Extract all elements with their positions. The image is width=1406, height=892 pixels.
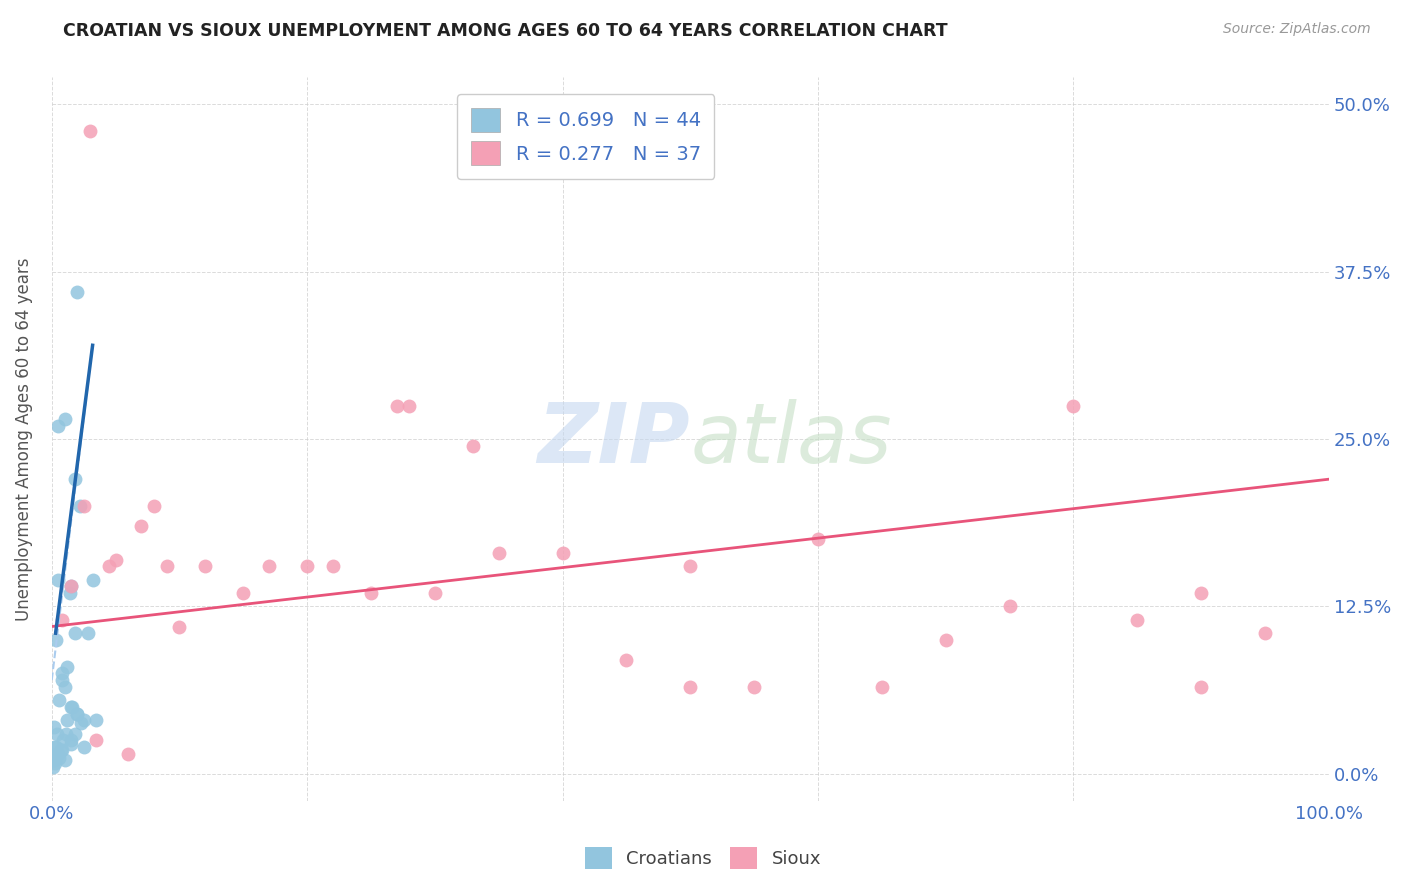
Point: [1126, 613, 1149, 627]
Point: [257, 559, 280, 574]
Point: [46, 573, 69, 587]
Point: [66, 706, 89, 721]
Point: [63, 726, 86, 740]
Point: [51, 673, 73, 687]
Point: [194, 559, 217, 574]
Point: [46, 747, 69, 761]
Y-axis label: Unemployment Among Ages 60 to 64 years: Unemployment Among Ages 60 to 64 years: [15, 257, 32, 621]
Point: [48, 751, 70, 765]
Point: [1189, 680, 1212, 694]
Point: [117, 747, 139, 761]
Point: [53, 754, 76, 768]
Point: [55, 726, 77, 740]
Point: [45, 632, 67, 647]
Point: [169, 619, 191, 633]
Point: [385, 399, 408, 413]
Point: [48, 693, 70, 707]
Point: [53, 680, 76, 694]
Point: [63, 626, 86, 640]
Point: [104, 552, 127, 566]
Point: [79, 124, 101, 138]
Point: [45, 747, 67, 761]
Point: [322, 559, 344, 574]
Point: [156, 559, 179, 574]
Point: [1189, 586, 1212, 600]
Point: [56, 713, 79, 727]
Point: [49, 743, 72, 757]
Point: [360, 586, 382, 600]
Point: [44, 720, 66, 734]
Point: [66, 285, 89, 299]
Point: [51, 743, 73, 757]
Point: [616, 653, 638, 667]
Point: [59, 579, 82, 593]
Point: [142, 499, 165, 513]
Point: [45, 740, 67, 755]
Point: [44, 756, 66, 771]
Point: [679, 559, 702, 574]
Point: [998, 599, 1021, 614]
Point: [73, 499, 96, 513]
Point: [86, 733, 108, 747]
Point: [46, 418, 69, 433]
Point: [398, 399, 420, 413]
Point: [44, 740, 66, 755]
Point: [51, 666, 73, 681]
Legend: Croatians, Sioux: Croatians, Sioux: [578, 839, 828, 876]
Point: [98, 559, 121, 574]
Point: [63, 472, 86, 486]
Point: [551, 546, 574, 560]
Point: [59, 579, 82, 593]
Point: [45, 726, 67, 740]
Text: ZIP: ZIP: [537, 399, 690, 480]
Point: [70, 715, 93, 730]
Point: [935, 632, 957, 647]
Point: [66, 706, 89, 721]
Point: [1254, 626, 1277, 640]
Point: [82, 573, 104, 587]
Point: [423, 586, 446, 600]
Point: [295, 559, 318, 574]
Text: Source: ZipAtlas.com: Source: ZipAtlas.com: [1223, 22, 1371, 37]
Point: [129, 519, 152, 533]
Point: [232, 586, 254, 600]
Point: [60, 699, 83, 714]
Point: [42, 760, 65, 774]
Point: [86, 713, 108, 727]
Point: [59, 737, 82, 751]
Point: [69, 499, 91, 513]
Text: atlas: atlas: [690, 399, 891, 480]
Point: [51, 613, 73, 627]
Point: [73, 713, 96, 727]
Text: CROATIAN VS SIOUX UNEMPLOYMENT AMONG AGES 60 TO 64 YEARS CORRELATION CHART: CROATIAN VS SIOUX UNEMPLOYMENT AMONG AGE…: [63, 22, 948, 40]
Point: [52, 733, 75, 747]
Point: [56, 659, 79, 673]
Point: [73, 740, 96, 755]
Point: [59, 699, 82, 714]
Point: [42, 754, 65, 768]
Point: [870, 680, 893, 694]
Point: [59, 733, 82, 747]
Point: [807, 533, 830, 547]
Point: [76, 626, 98, 640]
Point: [53, 412, 76, 426]
Point: [742, 680, 765, 694]
Point: [59, 586, 82, 600]
Point: [463, 439, 485, 453]
Point: [1062, 399, 1084, 413]
Legend: R = 0.699   N = 44, R = 0.277   N = 37: R = 0.699 N = 44, R = 0.277 N = 37: [457, 95, 714, 178]
Point: [679, 680, 702, 694]
Point: [488, 546, 510, 560]
